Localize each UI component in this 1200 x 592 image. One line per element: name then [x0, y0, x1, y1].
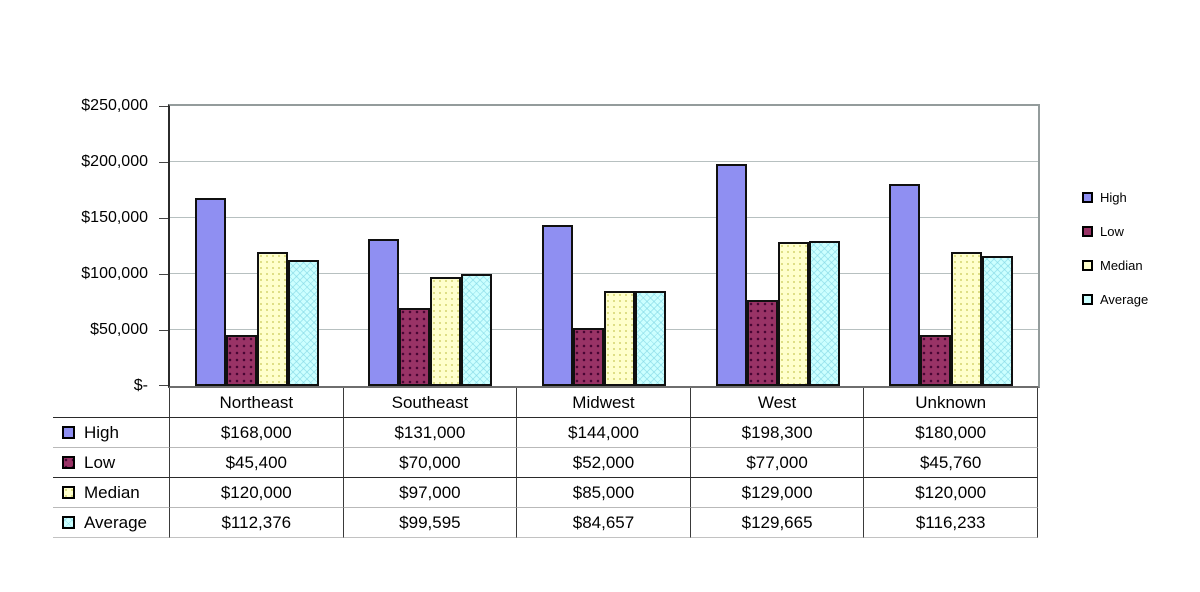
table-value-median-southeast: $97,000 — [343, 478, 518, 508]
legend-label: High — [1100, 189, 1127, 205]
y-axis-tick — [159, 106, 168, 107]
bar-group-southeast — [344, 106, 518, 386]
bar-average-midwest — [634, 291, 666, 386]
table-value-median-west: $129,000 — [690, 478, 865, 508]
plot-area — [159, 104, 1040, 388]
legend-swatch-icon — [1082, 293, 1093, 305]
bar-low-midwest — [572, 328, 604, 386]
category-header-unknown: Unknown — [864, 388, 1038, 418]
bar-low-southeast — [399, 308, 431, 386]
bar-group-unknown — [864, 106, 1038, 386]
series-name-label: Average — [84, 512, 148, 532]
gridline — [170, 217, 1038, 218]
table-value-average-unknown: $116,233 — [864, 508, 1038, 538]
category-header-southeast: Southeast — [343, 388, 518, 418]
bar-groups — [170, 106, 1038, 386]
table-value-low-unknown: $45,760 — [864, 448, 1038, 478]
legend-label: Median — [1100, 257, 1143, 273]
bar-group-midwest — [517, 106, 691, 386]
bar-high-west — [715, 164, 747, 386]
bar-low-west — [746, 300, 778, 386]
table-key-low: Low — [53, 448, 170, 478]
table-value-median-midwest: $85,000 — [517, 478, 691, 508]
bar-average-southeast — [461, 274, 493, 386]
table-key-median: Median — [53, 478, 170, 508]
table-value-high-southeast: $131,000 — [343, 418, 518, 448]
gridline — [170, 161, 1038, 162]
legend-item-average: Average — [1082, 291, 1148, 307]
bar-average-unknown — [982, 256, 1014, 386]
series-swatch-icon — [62, 486, 75, 499]
y-axis-tick — [159, 218, 168, 219]
bar-high-midwest — [541, 225, 573, 386]
series-swatch-icon — [62, 456, 75, 469]
y-axis-tick — [159, 330, 168, 331]
table-value-median-northeast: $120,000 — [170, 478, 344, 508]
legend-swatch-icon — [1082, 225, 1093, 237]
table-value-low-west: $77,000 — [690, 448, 865, 478]
bar-median-unknown — [951, 252, 983, 386]
bar-high-southeast — [368, 239, 400, 386]
legend-label: Low — [1100, 223, 1124, 239]
bar-average-west — [808, 241, 840, 386]
y-axis-tick-label: $250,000 — [81, 97, 148, 114]
table-value-average-west: $129,665 — [690, 508, 865, 538]
legend-item-low: Low — [1082, 223, 1148, 239]
table-corner-cell — [53, 388, 170, 418]
bar-low-unknown — [920, 335, 952, 386]
legend-swatch-icon — [1082, 191, 1093, 203]
category-header-midwest: Midwest — [517, 388, 691, 418]
table-value-low-southeast: $70,000 — [343, 448, 518, 478]
table-value-average-midwest: $84,657 — [517, 508, 691, 538]
series-swatch-icon — [62, 426, 75, 439]
table-value-high-northeast: $168,000 — [170, 418, 344, 448]
table-key-high: High — [53, 418, 170, 448]
y-axis-tick-label: $- — [133, 377, 148, 394]
bar-low-northeast — [225, 335, 257, 386]
table-value-average-northeast: $112,376 — [170, 508, 344, 538]
table-value-high-unknown: $180,000 — [864, 418, 1038, 448]
bar-high-unknown — [889, 184, 921, 386]
legend-swatch-icon — [1082, 259, 1093, 271]
bar-median-northeast — [256, 252, 288, 386]
series-name-label: Low — [84, 452, 116, 472]
y-axis-tick-label: $150,000 — [81, 209, 148, 226]
bar-median-southeast — [430, 277, 462, 386]
y-axis-tick — [159, 274, 168, 275]
table-value-high-midwest: $144,000 — [517, 418, 691, 448]
bar-group-west — [691, 106, 865, 386]
y-axis-tick-label: $100,000 — [81, 265, 148, 282]
y-axis-tick — [159, 385, 168, 386]
bar-high-northeast — [194, 198, 226, 386]
y-axis-tick — [159, 162, 168, 163]
table-key-average: Average — [53, 508, 170, 538]
data-table: Northeast Southeast Midwest West Unknown High… — [53, 388, 1038, 538]
table-value-low-midwest: $52,000 — [517, 448, 691, 478]
bar-average-northeast — [287, 260, 319, 386]
bar-median-west — [777, 242, 809, 386]
table-value-median-unknown: $120,000 — [864, 478, 1038, 508]
table-value-low-northeast: $45,400 — [170, 448, 344, 478]
table-value-high-west: $198,300 — [690, 418, 865, 448]
legend-label: Average — [1100, 291, 1149, 307]
legend-item-high: High — [1082, 189, 1148, 205]
bar-group-northeast — [170, 106, 344, 386]
bar-median-midwest — [603, 291, 635, 386]
y-axis-tick-label: $50,000 — [90, 321, 148, 338]
series-name-label: High — [84, 422, 119, 442]
y-axis-tick-label: $200,000 — [81, 153, 148, 170]
legend-item-median: Median — [1082, 257, 1148, 273]
series-swatch-icon — [62, 516, 75, 529]
gridline — [170, 273, 1038, 274]
category-header-northeast: Northeast — [170, 388, 344, 418]
table-value-average-southeast: $99,595 — [343, 508, 518, 538]
category-header-west: West — [690, 388, 865, 418]
legend: High Low Median Average — [1082, 189, 1148, 325]
series-name-label: Median — [84, 482, 140, 502]
